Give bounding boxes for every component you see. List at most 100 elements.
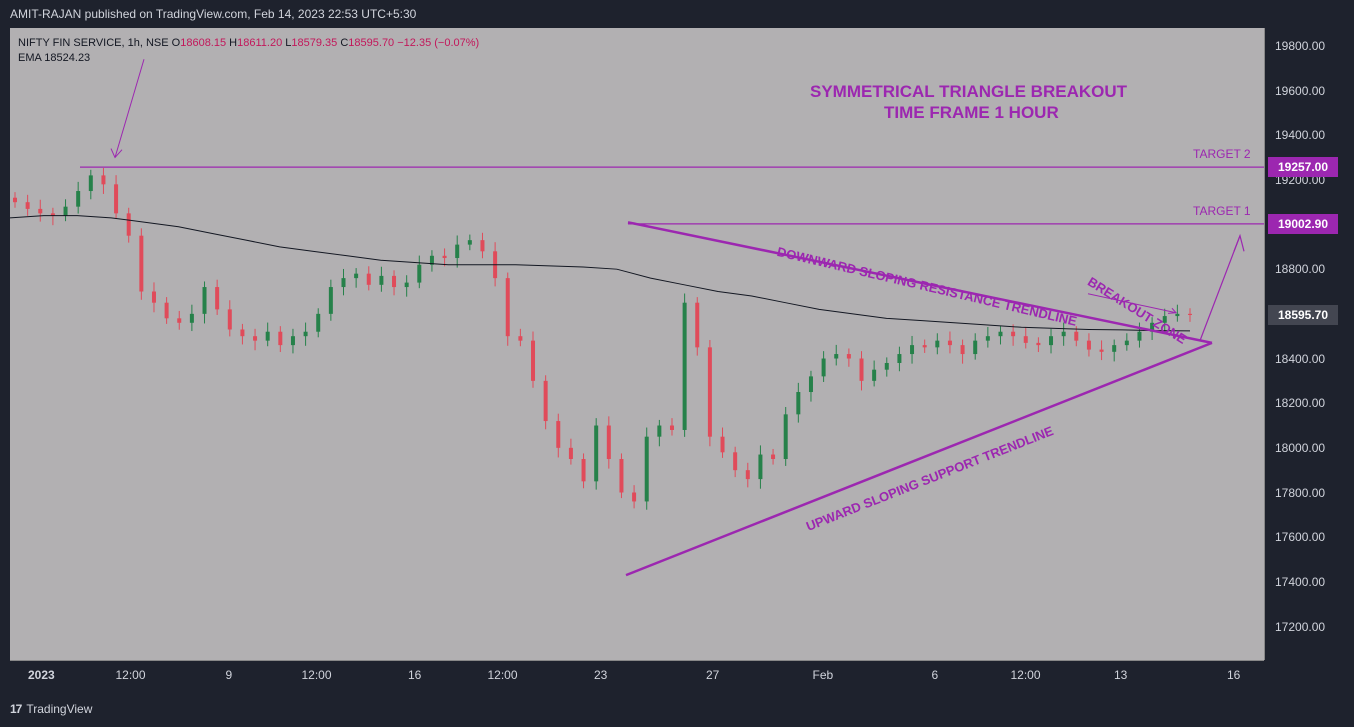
ema-row: EMA 18524.23 [18, 51, 479, 66]
time-axis[interactable] [10, 660, 1264, 691]
candle-body [682, 302, 687, 430]
candle-body [910, 345, 915, 355]
candle-body [505, 278, 510, 337]
candle-body [417, 264, 422, 283]
candle-body [1099, 349, 1104, 352]
time-tick-label: 23 [594, 668, 608, 682]
candle-body [758, 454, 763, 480]
last-price-box: 18595.70 [1268, 304, 1338, 325]
candle-body [429, 255, 434, 265]
candle-body [846, 354, 851, 359]
top-bar: AMIT-RAJAN published on TradingView.com,… [0, 0, 1354, 28]
candle-body [783, 414, 788, 460]
time-tick-label: 2023 [28, 668, 55, 682]
candle-body [404, 282, 409, 288]
change-value: −12.35 (−0.07%) [397, 37, 480, 49]
resistance-trendline [627, 221, 1213, 345]
candle-body [745, 470, 750, 480]
candle-body [796, 392, 801, 415]
candle-body [1175, 313, 1180, 317]
bottom-bar: 17 TradingView [0, 690, 1354, 727]
price-tick-label: 17800.00 [1275, 485, 1326, 500]
time-tick-label: 27 [706, 668, 720, 682]
time-tick-label: 12:00 [115, 668, 146, 682]
candle-body [290, 336, 295, 346]
time-tick-label: 12:00 [1010, 668, 1041, 682]
tradingview-logo-icon: 17 [10, 702, 22, 716]
candle-body [341, 278, 346, 288]
candle-body [467, 240, 472, 245]
candle-body [695, 302, 700, 348]
candle-body [455, 244, 460, 259]
candle-body [531, 340, 536, 381]
breakout-arrowhead [1233, 233, 1245, 252]
candle-body [1162, 316, 1167, 323]
candle-body [189, 313, 194, 323]
candle-body [25, 202, 30, 209]
price-tick-label: 19600.00 [1275, 83, 1326, 98]
breakout-arrow [1199, 235, 1241, 341]
candle-body [50, 213, 55, 216]
candle-body [733, 452, 738, 471]
candle-body [202, 287, 207, 314]
high-pointer-arrow [114, 59, 145, 158]
candle-body [897, 354, 902, 363]
high-label: H [229, 37, 238, 49]
candle-body [442, 255, 447, 259]
support-trendline [625, 341, 1213, 577]
candle-body [720, 436, 725, 453]
candle-body [1188, 313, 1192, 315]
price-tick-label: 17200.00 [1275, 619, 1326, 634]
candle-body [164, 302, 169, 319]
candle-body [581, 459, 586, 482]
chart-plot-area[interactable] [10, 28, 1264, 660]
candle-body [1036, 342, 1041, 346]
candle-body [644, 436, 649, 502]
candle-body [821, 358, 826, 377]
candle-body [63, 206, 68, 216]
price-axis[interactable] [1264, 28, 1345, 660]
time-tick-label: 12:00 [301, 668, 332, 682]
open-label: O [171, 37, 181, 49]
time-tick-label: 9 [225, 668, 233, 682]
candle-body [328, 287, 333, 314]
candle-body [1137, 331, 1142, 341]
right-gutter [1344, 28, 1354, 690]
tradingview-brand[interactable]: 17 TradingView [10, 702, 92, 716]
candle-body [151, 291, 156, 303]
candle-body [316, 313, 321, 332]
candle-body [998, 331, 1003, 337]
candle-body [935, 340, 940, 348]
price-tick-label: 18000.00 [1275, 440, 1326, 455]
breakout-zone-arrowhead [1167, 307, 1178, 314]
publisher-text: AMIT-RAJAN published on TradingView.com,… [10, 7, 417, 21]
time-tick-label: 16 [1227, 668, 1241, 682]
candle-body [1061, 331, 1066, 337]
target-level-label: TARGET 2 [1193, 147, 1251, 162]
ohlc-row: NIFTY FIN SERVICE, 1h, NSE O18608.15 H18… [18, 36, 479, 51]
brand-label: TradingView [26, 702, 93, 716]
low-value: 18579.35 [291, 37, 338, 49]
candle-body [38, 208, 43, 214]
price-tick-label: 18400.00 [1275, 351, 1326, 366]
candle-body [88, 175, 93, 192]
price-tick-label: 19400.00 [1275, 128, 1326, 143]
close-value: 18595.70 [348, 37, 395, 49]
close-label: C [340, 37, 349, 49]
candle-body [606, 425, 611, 460]
price-tick-label: 17600.00 [1275, 530, 1326, 545]
candle-body [278, 331, 283, 346]
candle-body [872, 369, 877, 381]
time-tick-label: 16 [408, 668, 422, 682]
candle-body [392, 275, 397, 288]
candle-body [669, 425, 674, 430]
chart-subtitle: TIME FRAME 1 HOUR [884, 103, 1059, 122]
ema-label: EMA [18, 52, 42, 64]
candle-body [947, 340, 952, 346]
chart-title: SYMMETRICAL TRIANGLE BREAKOUT [810, 82, 1128, 101]
price-tick-label: 19800.00 [1275, 38, 1326, 53]
candle-body [771, 454, 776, 460]
time-tick-label: Feb [812, 668, 834, 682]
open-value: 18608.15 [180, 37, 227, 49]
